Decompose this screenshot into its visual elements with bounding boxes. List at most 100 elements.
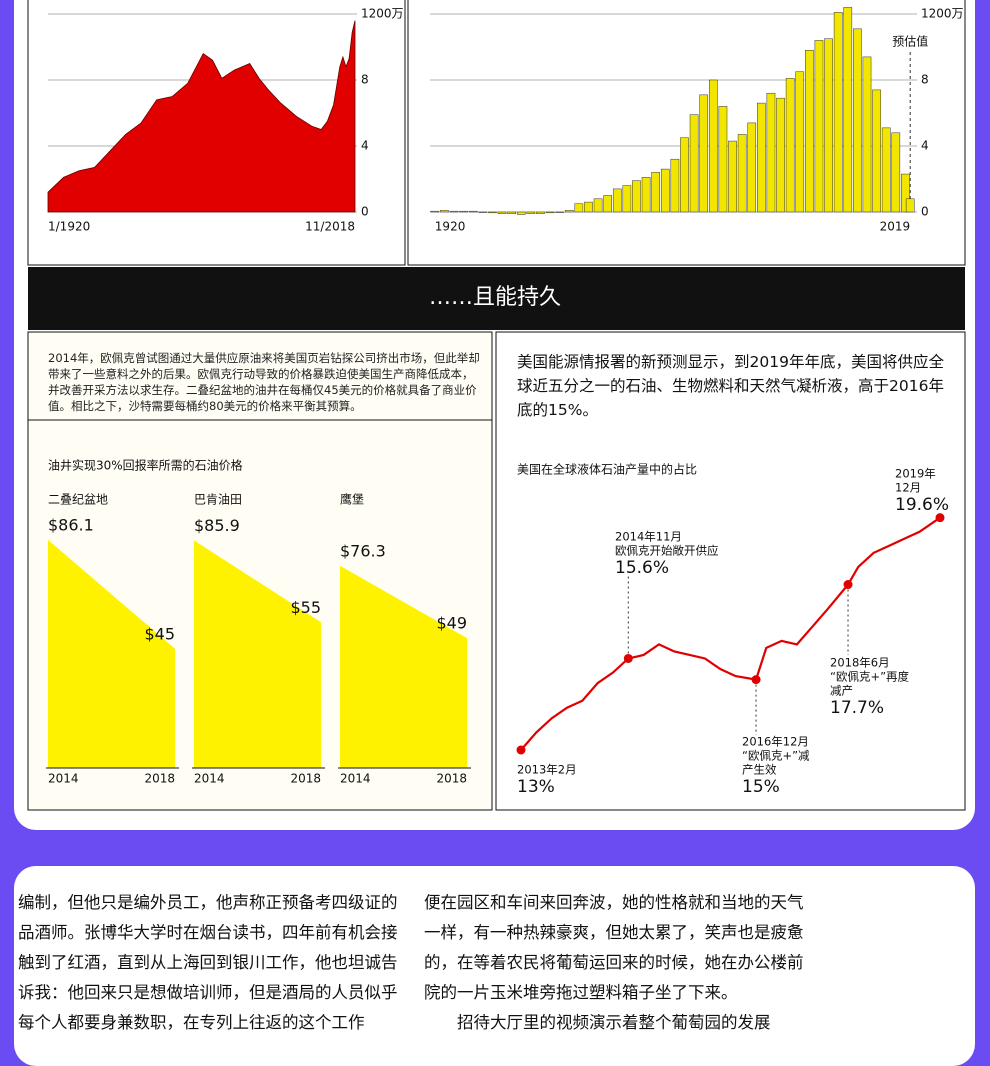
bar bbox=[824, 38, 833, 213]
bar bbox=[488, 211, 497, 214]
bar bbox=[603, 195, 613, 213]
annotation: 2013年2月 bbox=[517, 763, 577, 777]
bar bbox=[612, 188, 622, 213]
bar bbox=[478, 211, 488, 213]
bar bbox=[805, 50, 814, 213]
x-tick-label: 2018 bbox=[144, 772, 175, 786]
bar bbox=[872, 89, 881, 213]
bar bbox=[795, 71, 805, 213]
bar bbox=[497, 211, 507, 214]
bar bbox=[430, 210, 440, 213]
bar bbox=[737, 134, 747, 213]
x-tick-label: 2014 bbox=[48, 772, 79, 786]
banner: ……且能持久 bbox=[429, 285, 561, 310]
banner-bg bbox=[28, 267, 965, 330]
bar bbox=[680, 137, 689, 213]
bar bbox=[881, 127, 891, 213]
x-tick-label: 2019 bbox=[880, 220, 911, 234]
frame bbox=[495, 331, 966, 811]
area bbox=[340, 565, 467, 768]
annotation: 2018年6月 bbox=[830, 656, 890, 670]
magazine-page: ……且能持久 美国石油产量（单位：桶/天） 0 4 8 1200万 1/1920 11/20… bbox=[14, 0, 975, 830]
x-tick-label: 2014 bbox=[340, 772, 371, 786]
bar bbox=[901, 173, 910, 213]
frame bbox=[27, 0, 406, 266]
y-tick-label: 4 bbox=[921, 139, 929, 153]
bar bbox=[814, 40, 824, 213]
bar bbox=[526, 211, 536, 214]
bar bbox=[584, 201, 593, 213]
right-text: 美国能源情报署的新预测显示，到2019年年底，美国将供应全球近五分之一的石油、生… bbox=[517, 353, 944, 419]
x-tick-label: 2018 bbox=[290, 772, 321, 786]
bar bbox=[699, 94, 709, 213]
annotation: 预估值 bbox=[892, 34, 928, 49]
annotation: 2019年 bbox=[895, 467, 936, 481]
bar bbox=[651, 172, 661, 213]
bar bbox=[853, 28, 862, 213]
annotation: 2016年12月 bbox=[742, 735, 809, 749]
panel-name: 巴肯油田 bbox=[194, 493, 242, 507]
bar bbox=[641, 177, 651, 213]
paragraph: 便在园区和车间来回奔波，她的性格就和当地的天气一样，有一种热辣豪爽，但她太累了，… bbox=[424, 893, 804, 1002]
point bbox=[843, 580, 853, 590]
bar bbox=[670, 158, 680, 213]
chart-title: 美国石油产量（单位：桶/天） bbox=[48, 0, 208, 1]
value-label: $45 bbox=[144, 624, 175, 643]
annotation: 产生效 bbox=[742, 763, 777, 777]
left-text: 2014年，欧佩克曾试图通过大量供应原油来将美国页岩钻探公司挤出市场，但此举却带… bbox=[48, 351, 480, 413]
annotation: “欧佩克+”减 bbox=[742, 749, 810, 763]
bar bbox=[905, 198, 915, 213]
bar bbox=[747, 122, 757, 213]
bar bbox=[468, 210, 478, 213]
bar bbox=[545, 211, 555, 214]
panel-name: 二叠纪盆地 bbox=[48, 493, 108, 507]
bar bbox=[593, 198, 603, 213]
article-page: 编制，但他只是编外员工，他声称正预备考四级证的品酒师。张博华大学时在烟台读书，四… bbox=[14, 866, 975, 1066]
area bbox=[48, 539, 175, 768]
value-label: $76.3 bbox=[340, 541, 386, 560]
bar bbox=[449, 210, 459, 213]
bar bbox=[459, 210, 468, 213]
bar bbox=[785, 78, 795, 213]
value-label: 15% bbox=[742, 777, 780, 797]
bar bbox=[660, 168, 670, 213]
value-label: $49 bbox=[436, 614, 467, 633]
page: {"chart_data":[ {"type":"area","title":"… bbox=[14, 0, 975, 1066]
x-tick-label: 1920 bbox=[435, 220, 466, 234]
y-tick-label: 1200万 bbox=[921, 7, 964, 21]
bar bbox=[728, 140, 737, 213]
bar bbox=[689, 114, 699, 213]
y-tick-label: 8 bbox=[361, 73, 369, 87]
value-label: 13% bbox=[517, 777, 555, 797]
panel-name: 鹰堡 bbox=[340, 492, 364, 507]
article-column: 便在园区和车间来回奔波，她的性格就和当地的天气一样，有一种热辣豪爽，但她太累了，… bbox=[424, 888, 809, 1038]
chart-title: 美国净进口原油和精炼石油产品量（单位：桶/天） bbox=[430, 0, 698, 1]
annotation: 12月 bbox=[895, 481, 921, 495]
bar bbox=[632, 180, 641, 213]
bar bbox=[766, 92, 776, 213]
x-tick-label: 11/2018 bbox=[305, 220, 355, 234]
bar bbox=[440, 210, 449, 213]
x-tick-label: 2014 bbox=[194, 772, 225, 786]
article-column: 编制，但他只是编外员工，他声称正预备考四级证的品酒师。张博华大学时在烟台读书，四… bbox=[18, 888, 402, 1038]
value-label: 17.7% bbox=[830, 698, 884, 718]
x-tick-label: 1/1920 bbox=[48, 220, 90, 234]
bar bbox=[536, 211, 545, 214]
annotation: “欧佩克+”再度 bbox=[830, 670, 910, 684]
area bbox=[47, 20, 356, 213]
bar bbox=[516, 211, 526, 215]
bar bbox=[862, 56, 872, 213]
value-label: $85.9 bbox=[194, 516, 240, 535]
y-tick-label: 0 bbox=[921, 205, 929, 219]
charts: ……且能持久 美国石油产量（单位：桶/天） 0 4 8 1200万 1/1920 11/20… bbox=[27, 0, 966, 811]
paragraph: 招待大厅里的视频演示着整个葡萄园的发展 bbox=[457, 1013, 771, 1032]
y-tick-label: 8 bbox=[921, 73, 929, 87]
value-label: $55 bbox=[290, 598, 321, 617]
bar bbox=[574, 203, 584, 213]
bar bbox=[833, 12, 843, 213]
bar bbox=[843, 7, 853, 213]
value-label: $86.1 bbox=[48, 515, 94, 534]
x-tick-label: 2018 bbox=[436, 772, 467, 786]
bar bbox=[507, 211, 516, 214]
line bbox=[520, 516, 941, 751]
